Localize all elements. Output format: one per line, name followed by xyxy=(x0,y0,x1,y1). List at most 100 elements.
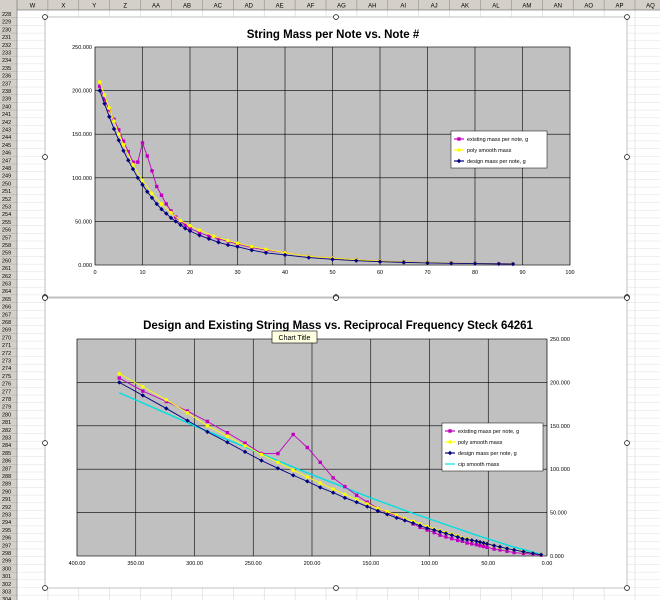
column-header-w[interactable]: W xyxy=(30,4,36,10)
series-cip-smooth-mass[interactable] xyxy=(119,392,542,555)
row-header-232[interactable]: 232 xyxy=(2,43,11,49)
column-header-ac[interactable]: AC xyxy=(214,4,223,10)
column-header-ak[interactable]: AK xyxy=(461,4,469,10)
resize-handle[interactable] xyxy=(624,154,630,160)
row-header-303[interactable]: 303 xyxy=(2,590,11,596)
row-header-298[interactable]: 298 xyxy=(2,551,11,557)
row-header-264[interactable]: 264 xyxy=(2,289,11,295)
legend-item[interactable]: design mass per note, g xyxy=(445,450,517,457)
column-header-al[interactable]: AL xyxy=(492,4,500,10)
row-header-284[interactable]: 284 xyxy=(2,443,11,449)
resize-handle[interactable] xyxy=(42,295,48,301)
column-header-am[interactable]: AM xyxy=(522,4,531,10)
row-header-286[interactable]: 286 xyxy=(2,459,11,465)
row-header-245[interactable]: 245 xyxy=(2,143,11,149)
row-header-247[interactable]: 247 xyxy=(2,158,11,164)
row-header-287[interactable]: 287 xyxy=(2,466,11,472)
row-header-296[interactable]: 296 xyxy=(2,536,11,542)
resize-handle[interactable] xyxy=(624,295,630,301)
row-header-231[interactable]: 231 xyxy=(2,35,11,41)
row-header-250[interactable]: 250 xyxy=(2,181,11,187)
resize-handle[interactable] xyxy=(333,14,339,20)
row-header-267[interactable]: 267 xyxy=(2,312,11,318)
column-header-ad[interactable]: AD xyxy=(245,4,254,10)
row-header-243[interactable]: 243 xyxy=(2,128,11,134)
chart-mass-vs-note[interactable]: String Mass per Note vs. Note # 0 10 20 30 4… xyxy=(44,16,628,298)
row-header-262[interactable]: 262 xyxy=(2,274,11,280)
row-header-263[interactable]: 263 xyxy=(2,282,11,288)
series-design-mass-per-note-g[interactable] xyxy=(117,380,544,557)
row-header-272[interactable]: 272 xyxy=(2,351,11,357)
row-header-265[interactable]: 265 xyxy=(2,297,11,303)
resize-handle[interactable] xyxy=(624,440,630,446)
row-header-301[interactable]: 301 xyxy=(2,574,11,580)
resize-handle[interactable] xyxy=(42,440,48,446)
chart-title[interactable]: Design and Existing String Mass vs. Reci… xyxy=(143,320,533,332)
series-design-mass-per-note-g[interactable] xyxy=(97,88,516,267)
column-header-af[interactable]: AF xyxy=(307,4,315,10)
row-header-256[interactable]: 256 xyxy=(2,228,11,234)
row-header-290[interactable]: 290 xyxy=(2,489,11,495)
row-header-294[interactable]: 294 xyxy=(2,520,11,526)
row-header-300[interactable]: 300 xyxy=(2,566,11,572)
row-header-276[interactable]: 276 xyxy=(2,382,11,388)
column-headers[interactable]: WXYZAAABACADAEAFAGAHAIAJAKALAMANAOAPAQAR xyxy=(0,0,660,11)
legend-box[interactable] xyxy=(441,422,544,472)
resize-handle[interactable] xyxy=(624,14,630,20)
row-header-275[interactable]: 275 xyxy=(2,374,11,380)
row-header-258[interactable]: 258 xyxy=(2,243,11,249)
row-header-292[interactable]: 292 xyxy=(2,505,11,511)
row-header-268[interactable]: 268 xyxy=(2,320,11,326)
row-header-234[interactable]: 234 xyxy=(2,58,11,64)
column-header-ap[interactable]: AP xyxy=(616,4,624,10)
row-header-241[interactable]: 241 xyxy=(2,112,11,118)
column-header-aj[interactable]: AJ xyxy=(431,4,438,10)
row-headers[interactable]: 2282292302312322332342352362372382392402… xyxy=(0,0,18,600)
row-header-248[interactable]: 248 xyxy=(2,166,11,172)
resize-handle[interactable] xyxy=(333,585,339,591)
row-header-260[interactable]: 260 xyxy=(2,258,11,264)
legend-item[interactable]: poly smooth mass xyxy=(445,440,503,446)
row-header-229[interactable]: 229 xyxy=(2,20,11,26)
legend[interactable]: existing mass per note, g poly smooth mas… xyxy=(450,130,548,169)
column-header-ae[interactable]: AE xyxy=(276,4,284,10)
row-header-233[interactable]: 233 xyxy=(2,51,11,57)
legend-box[interactable] xyxy=(450,130,548,169)
row-header-244[interactable]: 244 xyxy=(2,135,11,141)
row-header-239[interactable]: 239 xyxy=(2,97,11,103)
legend-item[interactable]: design mass per note, g xyxy=(454,158,526,165)
column-header-z[interactable]: Z xyxy=(123,4,127,10)
chart-mass-vs-reciprocal-frequency[interactable]: Design and Existing String Mass vs. Reci… xyxy=(44,297,628,589)
row-header-261[interactable]: 261 xyxy=(2,266,11,272)
row-header-291[interactable]: 291 xyxy=(2,497,11,503)
column-header-ag[interactable]: AG xyxy=(337,4,346,10)
row-header-230[interactable]: 230 xyxy=(2,27,11,33)
row-header-254[interactable]: 254 xyxy=(2,212,11,218)
resize-handle[interactable] xyxy=(42,14,48,20)
row-header-255[interactable]: 255 xyxy=(2,220,11,226)
resize-handle[interactable] xyxy=(333,295,339,301)
selection-handles[interactable] xyxy=(42,14,630,591)
row-header-271[interactable]: 271 xyxy=(2,343,11,349)
resize-handle[interactable] xyxy=(42,154,48,160)
row-header-253[interactable]: 253 xyxy=(2,205,11,211)
column-header-ai[interactable]: AI xyxy=(400,4,406,10)
row-header-251[interactable]: 251 xyxy=(2,189,11,195)
row-header-228[interactable]: 228 xyxy=(2,12,11,18)
row-header-285[interactable]: 285 xyxy=(2,451,11,457)
row-header-297[interactable]: 297 xyxy=(2,543,11,549)
row-header-281[interactable]: 281 xyxy=(2,420,11,426)
row-header-259[interactable]: 259 xyxy=(2,251,11,257)
column-header-ao[interactable]: AO xyxy=(584,4,593,10)
row-header-242[interactable]: 242 xyxy=(2,120,11,126)
row-header-246[interactable]: 246 xyxy=(2,151,11,157)
row-header-237[interactable]: 237 xyxy=(2,81,11,87)
resize-handle[interactable] xyxy=(624,585,630,591)
row-header-282[interactable]: 282 xyxy=(2,428,11,434)
row-header-249[interactable]: 249 xyxy=(2,174,11,180)
column-header-aa[interactable]: AA xyxy=(152,4,160,10)
row-header-266[interactable]: 266 xyxy=(2,305,11,311)
row-header-288[interactable]: 288 xyxy=(2,474,11,480)
row-header-278[interactable]: 278 xyxy=(2,397,11,403)
row-header-295[interactable]: 295 xyxy=(2,528,11,534)
